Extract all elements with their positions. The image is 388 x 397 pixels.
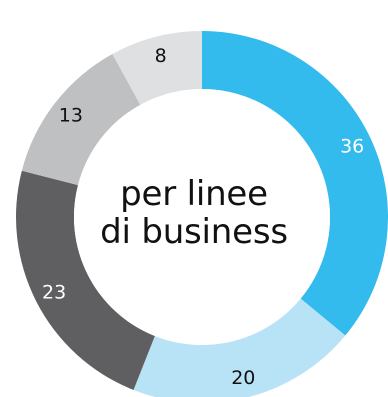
slice-label-36: 36 [340, 135, 364, 157]
center-label-line-1: per linee [120, 174, 268, 214]
donut-slice-8 [112, 31, 202, 105]
donut-slices [16, 31, 388, 397]
donut-slice-20 [133, 298, 346, 397]
slice-label-20: 20 [231, 367, 255, 389]
donut-slice-23 [16, 170, 155, 390]
donut-slice-13 [21, 54, 141, 186]
donut-hole [74, 89, 330, 345]
center-label: per linee di business [54, 175, 334, 251]
slice-label-13: 13 [59, 104, 83, 126]
center-label-line-2: di business [100, 212, 288, 252]
slice-label-8: 8 [155, 45, 167, 67]
slice-labels: 36 20 23 13 8 [42, 45, 364, 389]
slice-label-23: 23 [42, 281, 66, 303]
donut-slice-36 [202, 31, 388, 336]
